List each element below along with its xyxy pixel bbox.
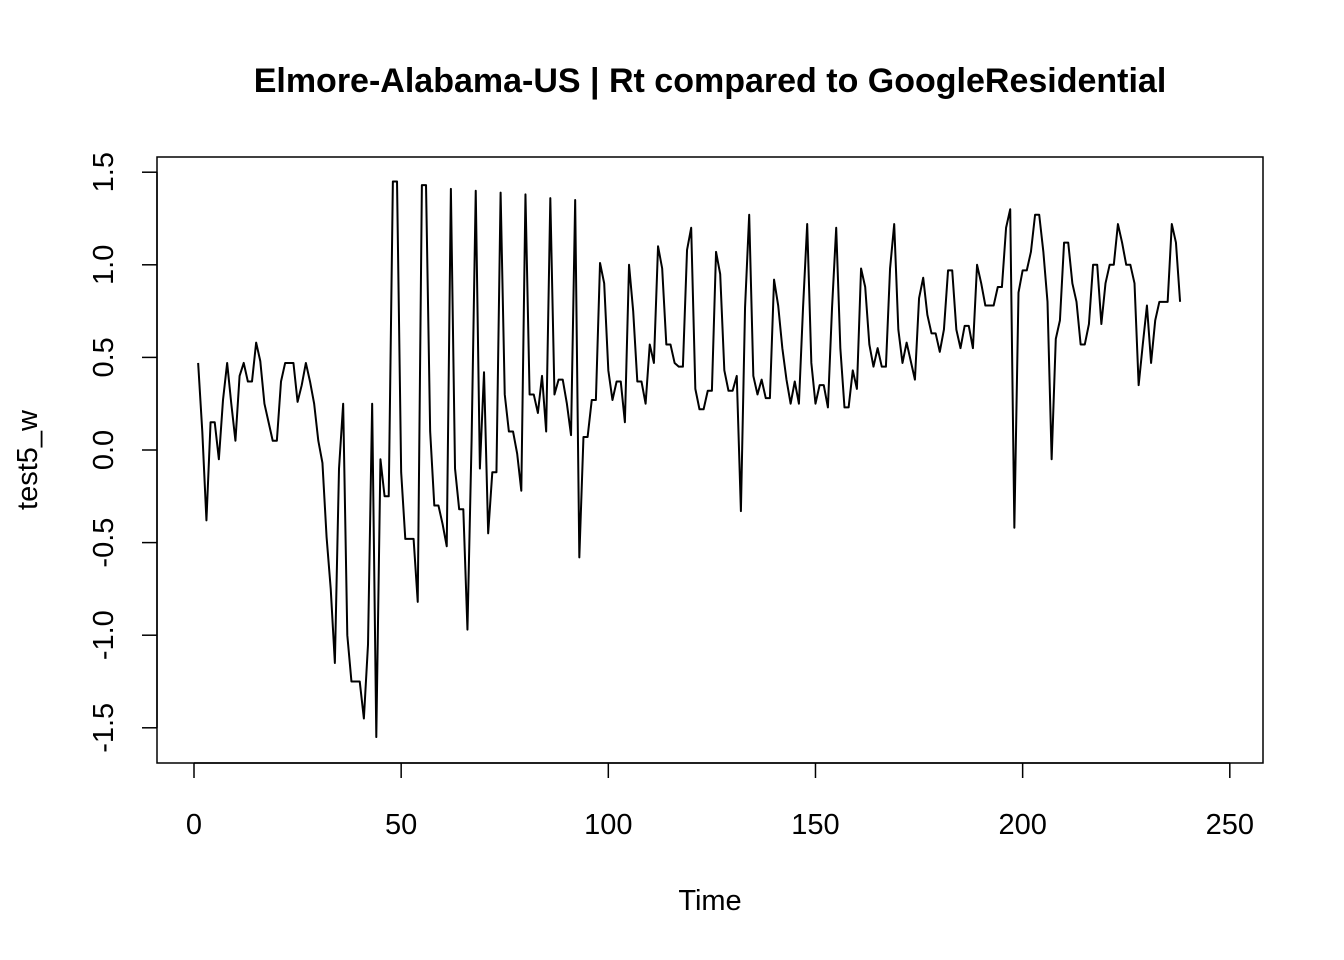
x-axis: 0 50 100 150 200 250	[186, 762, 1254, 841]
x-tick-label: 200	[998, 809, 1046, 841]
y-tick-label: -1.5	[88, 703, 120, 753]
y-tick-label: -0.5	[88, 518, 120, 568]
y-axis-label: test5_w	[12, 409, 44, 510]
y-tick-label: 0.5	[88, 337, 120, 377]
x-axis-label: Time	[678, 885, 741, 917]
y-tick-label: -1.0	[88, 610, 120, 660]
chart-title: Elmore-Alabama-US | Rt compared to Googl…	[254, 62, 1167, 100]
x-tick-label: 150	[791, 809, 839, 841]
x-tick-label: 100	[584, 809, 632, 841]
y-tick-label: 1.5	[88, 152, 120, 192]
y-tick-label: 1.0	[88, 245, 120, 285]
x-tick-label: 250	[1206, 809, 1254, 841]
y-axis: -1.5 -1.0 -0.5 0.0 0.5 1.0 1.5	[88, 152, 158, 753]
x-tick-label: 50	[385, 809, 417, 841]
x-tick-label: 0	[186, 809, 202, 841]
series-line	[197, 180, 1182, 739]
y-tick-label: 0.0	[88, 430, 120, 470]
